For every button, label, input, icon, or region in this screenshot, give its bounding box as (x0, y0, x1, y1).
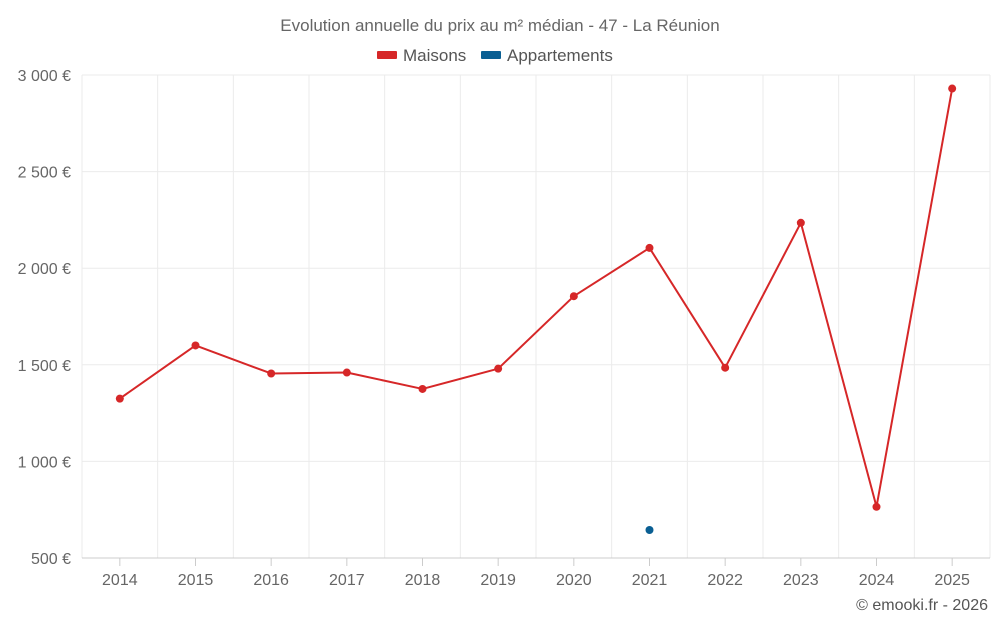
y-tick-label: 3 000 € (18, 68, 71, 85)
legend-label-maisons: Maisons (403, 46, 466, 65)
data-point-maisons[interactable] (872, 502, 881, 511)
x-tick-label: 2023 (783, 572, 819, 589)
y-tick-label: 2 000 € (18, 261, 71, 278)
data-point-maisons[interactable] (796, 218, 805, 227)
legend-item-maisons[interactable]: Maisons (377, 46, 466, 65)
credit-text: © emooki.fr - 2026 (856, 597, 988, 614)
legend-swatch-appartements (481, 51, 501, 59)
y-tick-label: 1 500 € (18, 358, 71, 375)
x-tick-label: 2015 (178, 572, 214, 589)
legend-swatch-maisons (377, 51, 397, 59)
data-point-appartements[interactable] (645, 525, 654, 534)
data-point-maisons[interactable] (342, 368, 351, 377)
series-layer (115, 84, 957, 534)
x-tick-label: 2018 (405, 572, 441, 589)
data-point-maisons[interactable] (569, 292, 578, 301)
chart-title: Evolution annuelle du prix au m² médian … (280, 16, 719, 35)
x-tick-label: 2024 (859, 572, 895, 589)
x-axis-labels: 2014 2015 2016 2017 2018 2019 2020 2021 2022 2023… (102, 558, 970, 589)
data-point-maisons[interactable] (721, 363, 730, 372)
data-point-maisons[interactable] (191, 341, 200, 350)
x-tick-label: 2014 (102, 572, 138, 589)
y-tick-label: 2 500 € (18, 165, 71, 182)
legend-item-appartements[interactable]: Appartements (481, 46, 613, 65)
legend-label-appartements: Appartements (507, 46, 613, 65)
x-tick-label: 2020 (556, 572, 592, 589)
data-point-maisons[interactable] (418, 384, 427, 393)
x-tick-label: 2016 (253, 572, 289, 589)
data-point-maisons[interactable] (645, 243, 654, 252)
data-point-maisons[interactable] (115, 394, 124, 403)
y-axis-labels: 3 000 € 2 500 € 2 000 € 1 500 € 1 000 € 500 € (18, 68, 71, 568)
data-point-maisons[interactable] (494, 364, 503, 373)
data-point-maisons[interactable] (948, 84, 957, 93)
x-tick-label: 2022 (707, 572, 743, 589)
x-tick-label: 2019 (480, 572, 516, 589)
x-tick-label: 2025 (934, 572, 970, 589)
x-tick-label: 2021 (632, 572, 668, 589)
series-line-maisons (119, 88, 954, 508)
x-gridlines (81, 75, 991, 558)
y-tick-label: 1 000 € (18, 454, 71, 471)
y-tick-label: 500 € (31, 551, 71, 568)
x-tick-label: 2017 (329, 572, 365, 589)
data-point-maisons[interactable] (267, 369, 276, 378)
legend: Maisons Appartements (377, 46, 613, 65)
